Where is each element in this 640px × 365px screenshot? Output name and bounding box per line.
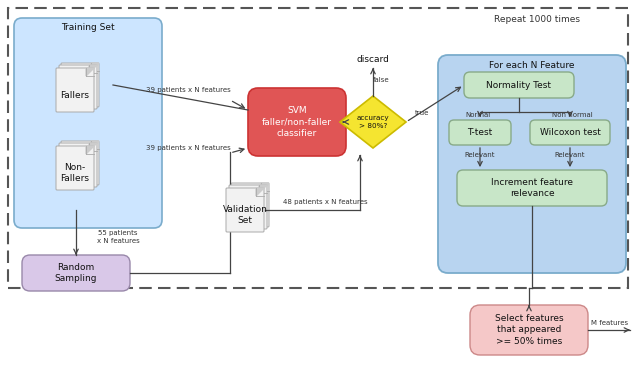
FancyBboxPatch shape xyxy=(464,72,574,98)
Polygon shape xyxy=(86,146,94,154)
Polygon shape xyxy=(261,183,269,191)
Text: Non-
Fallers: Non- Fallers xyxy=(61,163,90,183)
Text: discard: discard xyxy=(356,55,389,65)
Text: Random
Sampling: Random Sampling xyxy=(55,263,97,283)
FancyBboxPatch shape xyxy=(56,68,94,112)
FancyBboxPatch shape xyxy=(470,305,588,355)
Text: Relevant: Relevant xyxy=(555,152,585,158)
Text: Repeat 1000 times: Repeat 1000 times xyxy=(494,15,580,24)
Text: Fallers: Fallers xyxy=(61,91,90,100)
Polygon shape xyxy=(256,188,264,196)
Polygon shape xyxy=(89,65,97,73)
Text: For each N Feature: For each N Feature xyxy=(489,61,575,69)
Text: Normality Test: Normality Test xyxy=(486,81,552,89)
Text: Normal: Normal xyxy=(465,112,491,118)
Polygon shape xyxy=(86,68,94,76)
FancyBboxPatch shape xyxy=(61,141,99,185)
Text: T-test: T-test xyxy=(467,128,493,137)
Text: Select features
that appeared
>= 50% times: Select features that appeared >= 50% tim… xyxy=(495,314,563,346)
Polygon shape xyxy=(340,96,406,148)
FancyBboxPatch shape xyxy=(22,255,130,291)
Text: SVM
faller/non-faller
classifier: SVM faller/non-faller classifier xyxy=(262,107,332,138)
Text: Validation
Set: Validation Set xyxy=(223,205,268,225)
Polygon shape xyxy=(259,185,267,193)
Text: M features: M features xyxy=(591,320,628,326)
Polygon shape xyxy=(91,63,99,71)
FancyBboxPatch shape xyxy=(457,170,607,206)
FancyBboxPatch shape xyxy=(59,65,97,109)
Text: Relevant: Relevant xyxy=(465,152,495,158)
Text: 48 patients x N features: 48 patients x N features xyxy=(283,199,367,205)
FancyBboxPatch shape xyxy=(530,120,610,145)
Polygon shape xyxy=(89,143,97,151)
FancyBboxPatch shape xyxy=(56,146,94,190)
Text: false: false xyxy=(372,77,389,83)
FancyBboxPatch shape xyxy=(14,18,162,228)
FancyBboxPatch shape xyxy=(226,188,264,232)
Text: Training Set: Training Set xyxy=(61,23,115,32)
FancyBboxPatch shape xyxy=(229,185,267,229)
FancyBboxPatch shape xyxy=(449,120,511,145)
FancyBboxPatch shape xyxy=(438,55,626,273)
Text: 39 patients x N features: 39 patients x N features xyxy=(146,87,230,93)
FancyBboxPatch shape xyxy=(231,183,269,227)
FancyBboxPatch shape xyxy=(248,88,346,156)
FancyBboxPatch shape xyxy=(61,63,99,107)
Text: Increment feature
relevance: Increment feature relevance xyxy=(491,178,573,198)
Text: accuracy
> 80%?: accuracy > 80%? xyxy=(356,115,389,129)
FancyBboxPatch shape xyxy=(59,143,97,187)
Text: true: true xyxy=(415,110,429,116)
Text: Non normal: Non normal xyxy=(552,112,593,118)
Text: 39 patients x N features: 39 patients x N features xyxy=(146,145,230,151)
Bar xyxy=(8,8,628,288)
Polygon shape xyxy=(91,141,99,149)
Text: 55 patients
x N features: 55 patients x N features xyxy=(97,230,140,244)
Text: Wilcoxon test: Wilcoxon test xyxy=(540,128,600,137)
